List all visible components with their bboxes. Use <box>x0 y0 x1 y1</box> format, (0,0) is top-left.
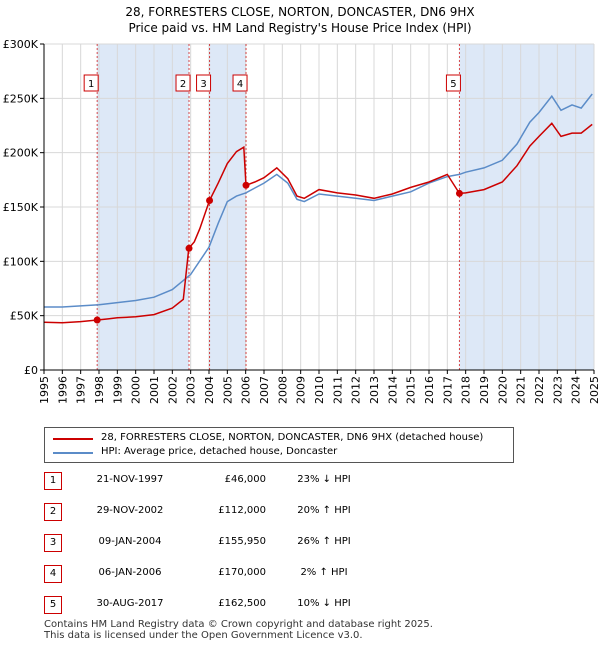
x-tick-label: 2016 <box>423 376 436 404</box>
x-tick-label: 2024 <box>570 376 583 404</box>
transaction-date: 21-NOV-1997 <box>96 474 164 485</box>
transaction-number: 2 <box>44 503 62 521</box>
y-tick-label: £150K <box>3 201 39 214</box>
transaction-date: 06-JAN-2006 <box>98 567 162 578</box>
transaction-marker <box>455 189 463 197</box>
footer-copyright: Contains HM Land Registry data © Crown c… <box>44 619 433 630</box>
x-tick-label: 2009 <box>295 376 308 404</box>
transaction-label-box <box>445 74 461 92</box>
transaction-hpi-diff: 20% ↑ HPI <box>297 505 351 516</box>
transaction-hpi-diff: 2% ↑ HPI <box>300 567 348 578</box>
transaction-hpi-diff: 10% ↓ HPI <box>297 598 351 609</box>
transaction-price: £162,500 <box>218 598 266 609</box>
legend-swatch-property <box>53 438 93 440</box>
x-tick-label: 2017 <box>441 376 454 404</box>
x-tick-label: 2006 <box>240 376 253 404</box>
footer-licence: This data is licensed under the Open Gov… <box>44 630 363 641</box>
transaction-label: 1 <box>88 79 94 90</box>
transaction-label: 5 <box>450 79 456 90</box>
transaction-date: 30-AUG-2017 <box>96 598 164 609</box>
x-tick-label: 2000 <box>130 376 143 404</box>
x-tick-label: 2013 <box>368 376 381 404</box>
transaction-number: 4 <box>44 565 62 583</box>
transaction-price: £170,000 <box>218 567 266 578</box>
x-tick-label: 2002 <box>166 376 179 404</box>
x-tick-label: 1996 <box>56 376 69 404</box>
table-row: 3 09-JAN-2004 £155,950 26% ↑ HPI <box>44 534 444 552</box>
table-row: 4 06-JAN-2006 £170,000 2% ↑ HPI <box>44 565 444 583</box>
y-tick-label: £0 <box>24 364 38 377</box>
y-tick-label: £250K <box>3 92 39 105</box>
x-tick-label: 1998 <box>93 376 106 404</box>
table-row: 1 21-NOV-1997 £46,000 23% ↓ HPI <box>44 472 444 490</box>
chart-legend: 28, FORRESTERS CLOSE, NORTON, DONCASTER,… <box>44 427 514 463</box>
transaction-marker <box>242 181 250 189</box>
x-tick-label: 2015 <box>405 376 418 404</box>
transaction-label-box <box>83 74 99 92</box>
transaction-marker <box>206 197 214 205</box>
y-tick-label: £300K <box>3 38 39 51</box>
transaction-label-box <box>232 74 248 92</box>
chart-title-line1: 28, FORRESTERS CLOSE, NORTON, DONCASTER,… <box>125 5 475 19</box>
transaction-label-box <box>175 74 191 92</box>
transaction-number: 3 <box>44 534 62 552</box>
transaction-price: £155,950 <box>218 536 266 547</box>
chart-title-line2: Price paid vs. HM Land Registry's House … <box>128 21 472 35</box>
legend-label-hpi: HPI: Average price, detached house, Donc… <box>101 446 338 457</box>
x-tick-label: 2008 <box>276 376 289 404</box>
x-tick-label: 2007 <box>258 376 271 404</box>
x-tick-label: 1999 <box>111 376 124 404</box>
x-tick-label: 2001 <box>148 376 161 404</box>
property-price-line <box>43 122 593 324</box>
x-tick-label: 2011 <box>331 376 344 404</box>
transaction-hpi-diff: 23% ↓ HPI <box>297 474 351 485</box>
x-tick-label: 2022 <box>533 376 546 404</box>
transaction-label: 3 <box>200 79 206 90</box>
transaction-label: 2 <box>180 79 186 90</box>
transaction-number: 5 <box>44 596 62 614</box>
x-tick-label: 2021 <box>515 376 528 404</box>
price-chart: 1 2 3 4 5 £0 £50K £100K £150K £200K £250K £300K 1995… <box>3 38 600 404</box>
transaction-date: 29-NOV-2002 <box>96 505 164 516</box>
x-tick-label: 2019 <box>478 376 491 404</box>
x-tick-label: 2018 <box>460 376 473 404</box>
x-tick-label: 1997 <box>75 376 88 404</box>
transaction-price: £112,000 <box>218 505 266 516</box>
x-tick-label: 1995 <box>38 376 51 404</box>
y-tick-label: £200K <box>3 147 39 160</box>
transaction-marker <box>93 316 101 324</box>
transaction-label: 4 <box>237 79 243 90</box>
x-tick-label: 2014 <box>386 376 399 404</box>
hpi-line <box>44 93 593 308</box>
transaction-date: 09-JAN-2004 <box>98 536 162 547</box>
x-tick-label: 2012 <box>350 376 363 404</box>
x-tick-label: 2025 <box>588 376 600 404</box>
transaction-number: 1 <box>44 472 62 490</box>
y-tick-label: £50K <box>10 310 39 323</box>
legend-label-property: 28, FORRESTERS CLOSE, NORTON, DONCASTER,… <box>101 432 484 443</box>
table-row: 5 30-AUG-2017 £162,500 10% ↓ HPI <box>44 596 444 614</box>
transaction-label-box <box>196 74 212 92</box>
transaction-hpi-diff: 26% ↑ HPI <box>297 536 351 547</box>
transaction-marker <box>185 244 193 252</box>
y-tick-label: £100K <box>3 255 39 268</box>
legend-swatch-hpi <box>53 452 93 454</box>
x-tick-label: 2010 <box>313 376 326 404</box>
x-tick-label: 2003 <box>185 376 198 404</box>
x-tick-label: 2004 <box>203 376 216 404</box>
x-tick-label: 2023 <box>551 376 564 404</box>
transaction-price: £46,000 <box>224 474 266 485</box>
x-tick-label: 2020 <box>496 376 509 404</box>
table-row: 2 29-NOV-2002 £112,000 20% ↑ HPI <box>44 503 444 521</box>
x-tick-label: 2005 <box>221 376 234 404</box>
